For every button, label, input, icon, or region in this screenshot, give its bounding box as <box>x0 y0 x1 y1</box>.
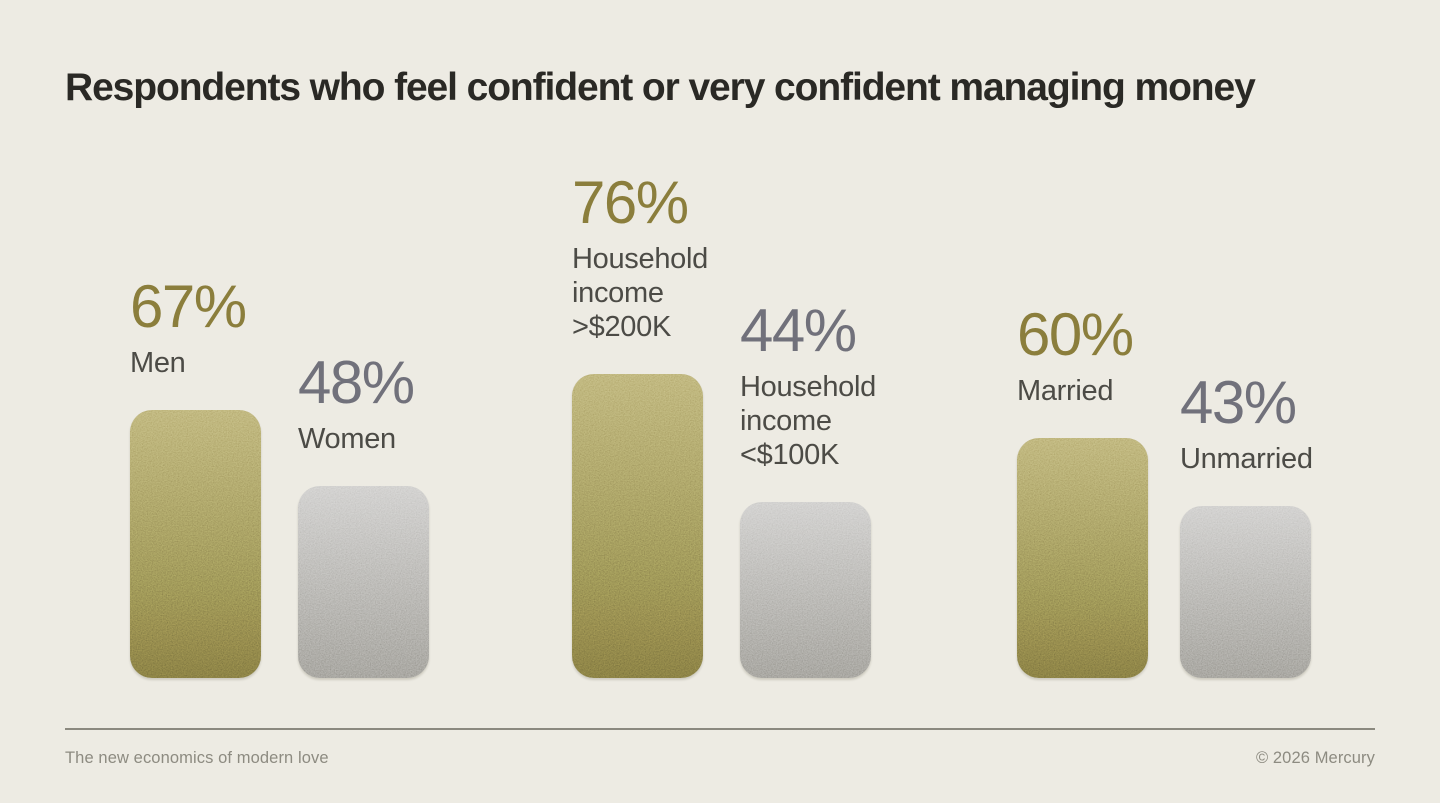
bar-column: 43% Unmarried <box>1180 373 1348 678</box>
bar <box>1017 438 1148 678</box>
bar <box>130 410 261 678</box>
grain-texture <box>298 486 429 678</box>
footer-copyright-text: © 2026 Mercury <box>1255 749 1375 767</box>
footer: The new economics of modern love © 2026 … <box>65 728 1375 768</box>
bar-value-label: 43% <box>1180 369 1297 437</box>
footer-source-text: The new economics of modern love <box>65 749 329 767</box>
bar <box>572 374 703 678</box>
bar-value-label: 76% <box>572 169 689 237</box>
bar-category-label: Unmarried <box>1180 443 1313 476</box>
grain-texture <box>740 502 871 678</box>
bar-value-label: 44% <box>740 297 857 365</box>
bar-value-label: 67% <box>130 273 247 341</box>
bar-category-label: Men <box>130 347 186 380</box>
bar-column: 60% Married <box>1017 305 1185 678</box>
chart-title: Respondents who feel confident or very c… <box>65 66 1256 109</box>
bar <box>1180 506 1311 678</box>
bar-value-label: 48% <box>298 349 415 417</box>
bar-category-label: Household income >$200K <box>572 243 708 344</box>
bar <box>298 486 429 678</box>
bar-column: 67% Men <box>130 277 298 678</box>
grain-texture <box>572 374 703 678</box>
bar-category-label: Women <box>298 423 396 456</box>
grain-texture <box>1017 438 1148 678</box>
bar-category-label: Married <box>1017 375 1114 408</box>
bar-column: 44% Household income <$100K <box>740 301 908 678</box>
bar-column: 48% Women <box>298 353 466 678</box>
bar-value-label: 60% <box>1017 301 1134 369</box>
bar-column: 76% Household income >$200K <box>572 173 740 678</box>
grain-texture <box>130 410 261 678</box>
bar <box>740 502 871 678</box>
bar-category-label: Household income <$100K <box>740 371 876 472</box>
grain-texture <box>1180 506 1311 678</box>
